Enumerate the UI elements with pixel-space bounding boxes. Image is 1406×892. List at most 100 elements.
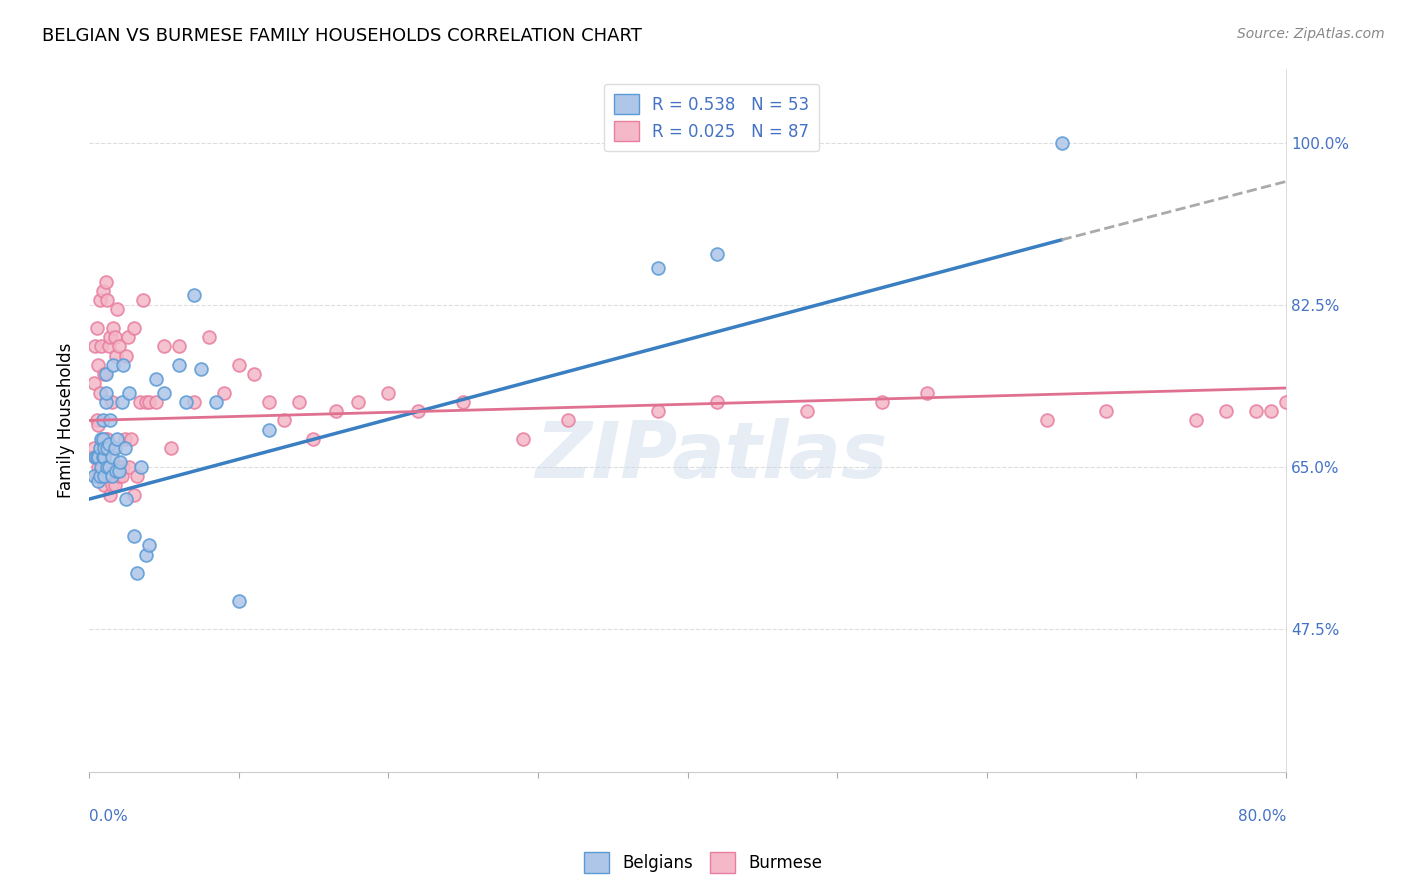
Point — [451, 395, 474, 409]
Point — [557, 413, 579, 427]
Point — [228, 594, 250, 608]
Point — [118, 459, 141, 474]
Point — [706, 246, 728, 260]
Point — [97, 339, 120, 353]
Text: 80.0%: 80.0% — [1237, 809, 1286, 824]
Point — [90, 339, 112, 353]
Point — [91, 413, 114, 427]
Point — [132, 293, 155, 307]
Point — [302, 432, 325, 446]
Point — [103, 478, 125, 492]
Point — [87, 450, 110, 465]
Point — [205, 395, 228, 409]
Point — [93, 478, 115, 492]
Point — [103, 441, 125, 455]
Point — [108, 339, 131, 353]
Point — [111, 469, 134, 483]
Point — [110, 455, 132, 469]
Point — [114, 432, 136, 446]
Point — [183, 288, 205, 302]
Point — [1035, 413, 1057, 427]
Point — [135, 395, 157, 409]
Point — [145, 395, 167, 409]
Point — [101, 358, 124, 372]
Point — [129, 395, 152, 409]
Point — [86, 450, 108, 465]
Point — [87, 474, 110, 488]
Point — [84, 339, 107, 353]
Point — [160, 441, 183, 455]
Point — [135, 548, 157, 562]
Point — [167, 339, 190, 353]
Point — [1095, 404, 1118, 418]
Point — [100, 478, 122, 492]
Point — [96, 459, 118, 474]
Point — [105, 349, 128, 363]
Point — [647, 260, 669, 275]
Point — [91, 450, 114, 465]
Point — [97, 459, 120, 474]
Point — [915, 385, 938, 400]
Point — [111, 395, 134, 409]
Text: 0.0%: 0.0% — [89, 809, 128, 824]
Point — [706, 395, 728, 409]
Point — [120, 432, 142, 446]
Point — [89, 293, 111, 307]
Point — [406, 404, 429, 418]
Point — [94, 432, 117, 446]
Point — [87, 459, 110, 474]
Point — [115, 349, 138, 363]
Point — [105, 464, 128, 478]
Point — [83, 441, 105, 455]
Point — [145, 372, 167, 386]
Y-axis label: Family Households: Family Households — [58, 343, 75, 498]
Point — [131, 459, 153, 474]
Point — [287, 395, 309, 409]
Point — [94, 275, 117, 289]
Legend: Belgians, Burmese: Belgians, Burmese — [578, 846, 828, 880]
Point — [93, 367, 115, 381]
Point — [98, 413, 121, 427]
Text: Source: ZipAtlas.com: Source: ZipAtlas.com — [1237, 27, 1385, 41]
Point — [91, 441, 114, 455]
Point — [84, 450, 107, 465]
Point — [89, 469, 111, 483]
Point — [1050, 136, 1073, 150]
Point — [90, 459, 112, 474]
Point — [112, 459, 135, 474]
Point — [870, 395, 893, 409]
Point — [86, 413, 108, 427]
Point — [94, 367, 117, 381]
Point — [87, 358, 110, 372]
Point — [101, 441, 124, 455]
Point — [105, 459, 128, 474]
Point — [190, 362, 212, 376]
Point — [257, 395, 280, 409]
Point — [347, 395, 370, 409]
Point — [138, 395, 160, 409]
Point — [94, 395, 117, 409]
Point — [325, 404, 347, 418]
Point — [1185, 413, 1208, 427]
Point — [108, 469, 131, 483]
Point — [98, 330, 121, 344]
Point — [91, 284, 114, 298]
Point — [86, 469, 108, 483]
Point — [97, 469, 120, 483]
Point — [153, 385, 176, 400]
Point — [512, 432, 534, 446]
Point — [228, 358, 250, 372]
Point — [122, 487, 145, 501]
Point — [107, 432, 129, 446]
Point — [98, 487, 121, 501]
Point — [96, 293, 118, 307]
Point — [183, 395, 205, 409]
Point — [1244, 404, 1267, 418]
Point — [83, 376, 105, 391]
Point — [153, 339, 176, 353]
Point — [94, 385, 117, 400]
Point — [122, 529, 145, 543]
Point — [197, 330, 219, 344]
Point — [86, 321, 108, 335]
Point — [176, 395, 198, 409]
